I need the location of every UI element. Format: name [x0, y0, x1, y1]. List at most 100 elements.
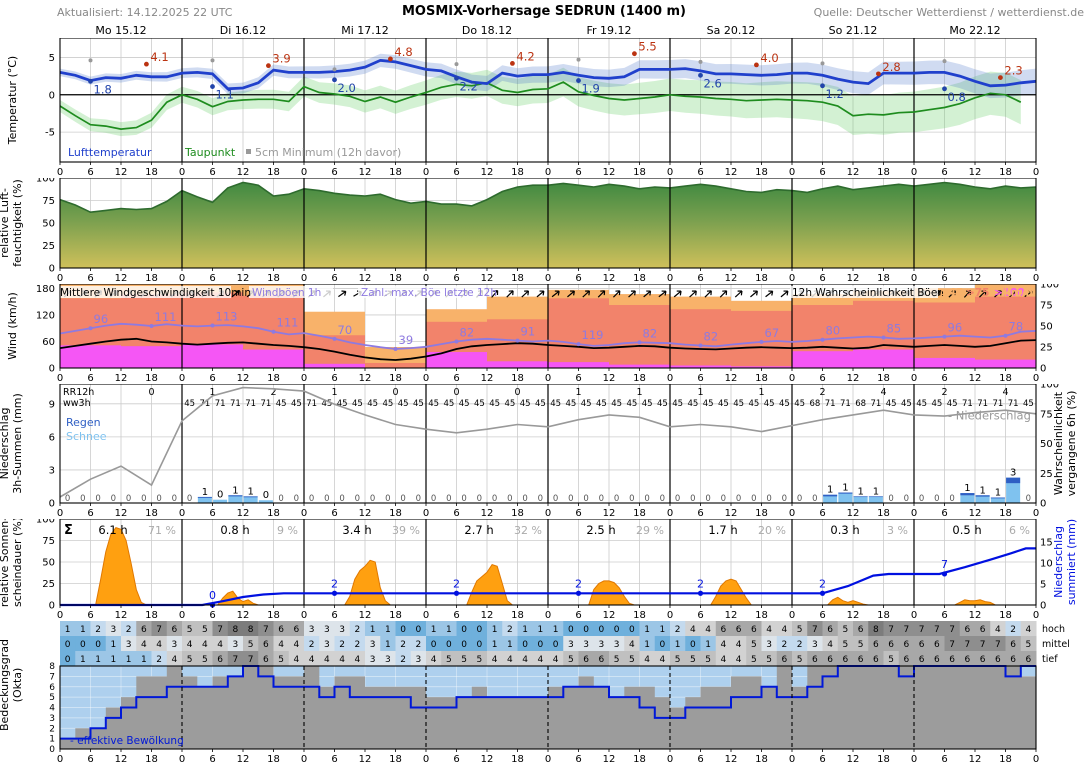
snow-bar	[213, 499, 228, 503]
svg-text:4: 4	[202, 640, 208, 650]
t5cm-min-dot	[454, 62, 459, 67]
svg-text:7: 7	[980, 640, 986, 650]
svg-text:2: 2	[819, 387, 825, 398]
svg-text:5: 5	[248, 640, 254, 650]
svg-text:82: 82	[704, 329, 719, 343]
svg-text:20 %: 20 %	[758, 524, 786, 537]
svg-text:1: 1	[247, 486, 253, 497]
svg-text:45: 45	[535, 399, 546, 409]
svg-text:6: 6	[575, 754, 581, 763]
svg-text:45: 45	[931, 399, 942, 409]
svg-text:71: 71	[825, 399, 836, 409]
svg-text:2.8: 2.8	[882, 60, 900, 74]
svg-text:5: 5	[461, 655, 467, 665]
svg-text:18: 18	[267, 373, 280, 384]
svg-text:12: 12	[237, 754, 250, 763]
svg-text:12: 12	[725, 508, 738, 519]
rain-cap	[960, 493, 975, 496]
svg-text:6: 6	[697, 610, 703, 621]
svg-text:0: 0	[179, 273, 185, 284]
svg-text:6: 6	[453, 508, 459, 519]
svg-text:0: 0	[782, 494, 787, 504]
svg-text:0: 0	[514, 387, 520, 398]
svg-text:8: 8	[233, 625, 239, 635]
svg-text:0: 0	[65, 640, 71, 650]
svg-text:0: 0	[553, 640, 559, 650]
svg-text:0: 0	[57, 610, 63, 621]
svg-text:6: 6	[575, 373, 581, 384]
svg-text:0: 0	[1040, 499, 1046, 510]
svg-text:0: 0	[80, 640, 86, 650]
svg-text:12: 12	[481, 610, 494, 621]
svg-text:1: 1	[827, 485, 833, 496]
svg-text:12: 12	[481, 508, 494, 519]
cumulative-precip-line	[60, 547, 1036, 607]
svg-text:12: 12	[115, 508, 128, 519]
svg-text:5: 5	[766, 655, 772, 665]
svg-text:4: 4	[141, 640, 147, 650]
svg-text:4: 4	[492, 655, 498, 665]
svg-text:Mo 22.12: Mo 22.12	[949, 24, 1000, 37]
svg-text:82: 82	[643, 326, 658, 340]
svg-text:18: 18	[511, 508, 524, 519]
svg-text:18: 18	[389, 508, 402, 519]
svg-text:Lufttemperatur: Lufttemperatur	[68, 146, 152, 159]
svg-text:6: 6	[278, 625, 284, 635]
svg-text:6: 6	[697, 273, 703, 284]
svg-text:0: 0	[400, 494, 405, 504]
svg-text:0: 0	[423, 610, 429, 621]
svg-text:12: 12	[725, 167, 738, 178]
svg-text:6: 6	[209, 373, 215, 384]
svg-text:0: 0	[553, 494, 558, 504]
svg-text:RR12h: RR12h	[63, 387, 94, 398]
svg-text:2: 2	[797, 640, 803, 650]
svg-text:18: 18	[633, 373, 646, 384]
svg-text:39 %: 39 %	[392, 524, 420, 537]
svg-text:4: 4	[355, 655, 361, 665]
svg-text:0: 0	[545, 610, 551, 621]
svg-text:4: 4	[49, 704, 55, 714]
svg-text:45: 45	[901, 399, 912, 409]
t5cm-min-dot	[576, 57, 581, 62]
svg-text:>100: >100	[994, 287, 1025, 299]
svg-text:6: 6	[575, 508, 581, 519]
svg-text:0: 0	[629, 625, 635, 635]
svg-text:1: 1	[49, 735, 55, 745]
svg-text:6: 6	[599, 655, 605, 665]
svg-text:scheindauer (%): scheindauer (%)	[11, 519, 24, 607]
svg-text:6: 6	[819, 754, 825, 763]
temperature-chart: 4.1 3.9 4.8 4.2 5.5 4.0 2.8 2.3 1.8 1.1 2.0 2.2 1.9 2…	[6, 38, 1039, 178]
svg-text:0: 0	[423, 273, 429, 284]
svg-text:4: 4	[522, 655, 528, 665]
svg-text:0: 0	[690, 640, 696, 650]
day-labels: Mo 15.12 Di 16.12 Mi 17.12 Do 18.12 Fr 19.12…	[95, 24, 1000, 37]
svg-text:6: 6	[209, 754, 215, 763]
svg-text:1: 1	[209, 387, 215, 398]
svg-text:5.5: 5.5	[638, 40, 656, 54]
svg-text:0: 0	[49, 745, 55, 755]
svg-text:0: 0	[1026, 494, 1031, 504]
svg-text:18: 18	[755, 373, 768, 384]
svg-text:12: 12	[847, 373, 860, 384]
svg-text:5: 5	[705, 655, 711, 665]
svg-text:3: 3	[233, 640, 239, 650]
svg-text:1: 1	[857, 486, 863, 497]
svg-text:45: 45	[718, 399, 729, 409]
svg-text:0: 0	[263, 490, 269, 501]
svg-text:0.8: 0.8	[948, 90, 966, 104]
svg-text:12: 12	[115, 167, 128, 178]
svg-text:4: 4	[736, 640, 742, 650]
svg-text:6: 6	[721, 625, 727, 635]
svg-text:6: 6	[980, 625, 986, 635]
svg-text:5: 5	[843, 625, 849, 635]
svg-text:6: 6	[453, 373, 459, 384]
sunshine-area	[954, 599, 996, 606]
svg-text:6: 6	[263, 655, 269, 665]
svg-text:1: 1	[202, 487, 208, 498]
svg-text:29 %: 29 %	[636, 524, 664, 537]
svg-text:7: 7	[949, 640, 955, 650]
svg-text:0: 0	[919, 494, 924, 504]
svg-text:18: 18	[999, 273, 1012, 284]
svg-text:3: 3	[111, 625, 117, 635]
svg-text:2.3: 2.3	[1004, 64, 1022, 78]
